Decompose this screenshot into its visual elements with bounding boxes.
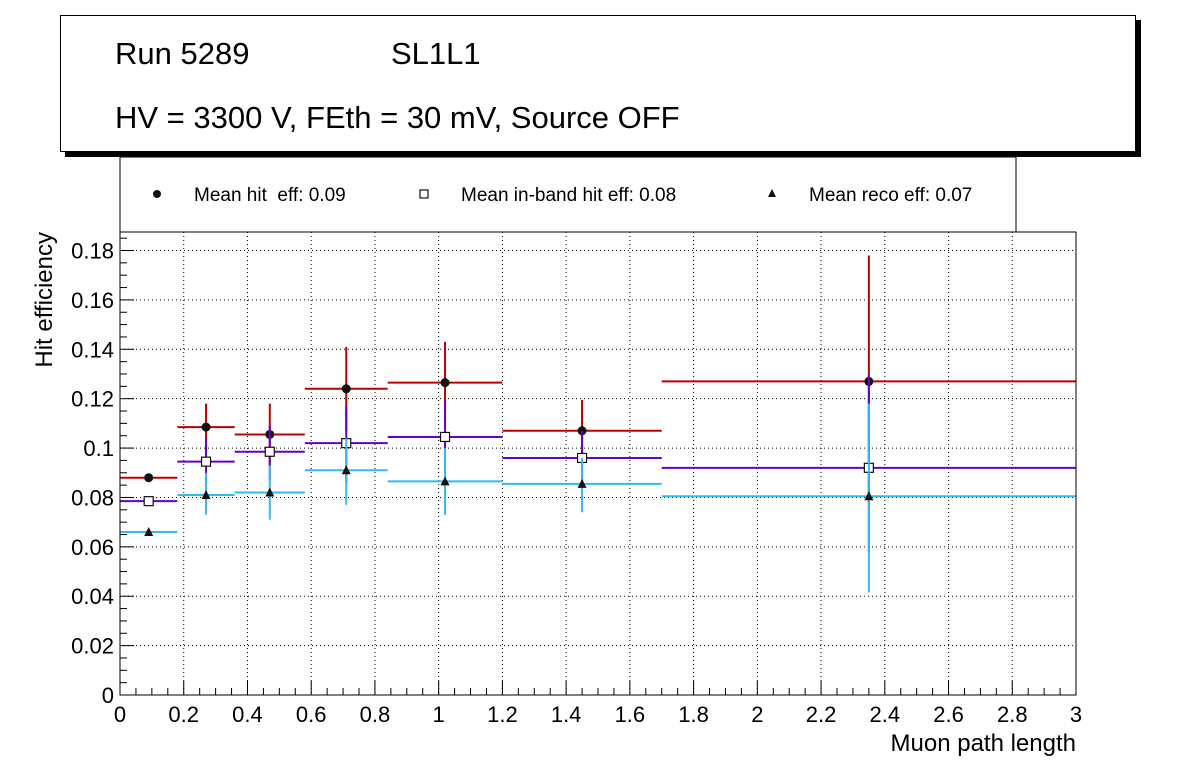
data-point-hit: [440, 378, 450, 388]
axes: 0 0.2 0.4 0.6 0.8 1 1.2 1.4 1.6 1.8 2 2.2 2.4 2.6 2.8 3…: [31, 231, 1082, 757]
data-point-reco: [144, 527, 154, 537]
x-tick-label: 1.6: [615, 702, 646, 727]
legend-box: [119, 156, 1017, 233]
data-point-inband: [264, 446, 275, 457]
data-point-reco: [440, 476, 450, 486]
legend-label: Mean hit eff: 0.09: [194, 185, 346, 206]
y-tick-label: 0.14: [71, 337, 114, 362]
y-tick-label: 0.1: [83, 436, 114, 461]
y-tick-label: 0.02: [71, 634, 114, 659]
grid: [120, 232, 1076, 695]
y-tick-label: 0: [102, 683, 114, 708]
x-tick-label: 2: [751, 702, 763, 727]
x-tick-label: 1: [433, 702, 445, 727]
y-tick-label: 0.04: [71, 584, 114, 609]
x-axis-title: Muon path length: [891, 730, 1076, 757]
data-point-reco: [577, 478, 587, 488]
data-point-hit: [144, 473, 154, 483]
y-tick-label: 0.12: [71, 387, 114, 412]
data-point-reco: [265, 487, 275, 497]
run-label: Run 5289: [115, 36, 250, 71]
x-tick-label: 2.8: [997, 702, 1028, 727]
data-point-inband: [143, 496, 154, 507]
x-tick-label: 0.4: [232, 702, 263, 727]
series-3: [120, 403, 1076, 593]
data-point-hit: [201, 422, 211, 432]
y-axis-title: Hit efficiency: [31, 232, 58, 368]
layer-label: SL1L1: [391, 36, 481, 71]
x-tick-label: 0: [114, 702, 126, 727]
legend-label: Mean in-band hit eff: 0.08: [461, 185, 676, 206]
data-point-reco: [341, 465, 351, 475]
x-tick-label: 3: [1070, 702, 1082, 727]
data-point-reco: [864, 491, 874, 501]
data-point-inband: [200, 456, 212, 467]
x-tick-label: 1.8: [678, 702, 709, 727]
x-tick-label: 1.2: [487, 702, 518, 727]
x-tick-label: 2.6: [933, 702, 964, 727]
x-tick-label: 0.6: [296, 702, 327, 727]
series-2: [120, 373, 1076, 552]
data-point-inband: [439, 431, 451, 443]
conditions-label: HV = 3300 V, FEth = 30 mV, Source OFF: [115, 100, 680, 135]
y-tick-label: 0.18: [71, 239, 114, 264]
legend-label: Mean reco eff: 0.07: [809, 185, 972, 206]
y-tick-label: 0.08: [71, 485, 114, 510]
title-line-1: Run 5289 SL1L1: [115, 36, 481, 72]
x-tick-label: 2.4: [870, 702, 901, 727]
x-tick-label: 0.2: [168, 702, 199, 727]
y-tick-label: 0.06: [71, 535, 114, 560]
data-point-hit: [341, 384, 351, 394]
x-tick-label: 1.4: [551, 702, 582, 727]
x-tick-label: 2.2: [806, 702, 837, 727]
series: [120, 255, 1076, 593]
x-tick-label: 0.8: [360, 702, 391, 727]
data-point-reco: [201, 489, 211, 499]
legend: Mean hit eff: 0.09 Mean in-band hit eff: …: [119, 156, 1017, 233]
legend-marker-reco: [768, 189, 776, 197]
plot-frame: [119, 231, 1077, 696]
y-tick-label: 0.16: [71, 288, 114, 313]
title-box: Run 5289 SL1L1 HV = 3300 V, FEth = 30 mV,…: [60, 15, 1136, 152]
legend-marker-inband: [419, 189, 429, 199]
legend-marker-hit: [153, 190, 161, 198]
